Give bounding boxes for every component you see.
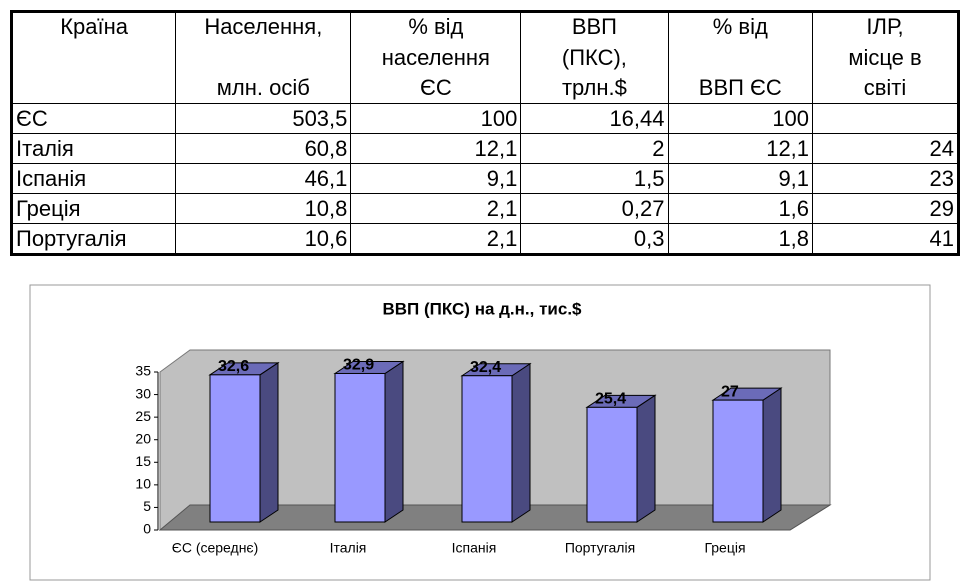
data-label: 32,4	[470, 359, 501, 376]
cell: 16,44	[520, 103, 669, 134]
y-tick-label: 5	[143, 498, 151, 514]
bar	[334, 372, 386, 523]
data-row: Іспанія 46,1 9,1 1,5 9,1 23	[10, 163, 959, 194]
header-cell: % від ВВП ЄС	[667, 11, 814, 104]
cell: 46,1	[175, 163, 352, 194]
cell: 1,8	[667, 223, 814, 255]
cell: 41	[812, 223, 959, 255]
header-line: Країна	[60, 14, 129, 39]
header-row: Країна Населення, млн. осіб % від населення Є…	[10, 11, 959, 104]
cell: 12,1	[350, 133, 522, 164]
header-line: млн. осіб	[216, 75, 310, 100]
cell: 0,27	[520, 193, 669, 224]
header-cell: ВВП (ПКС), трлн.$	[520, 11, 669, 104]
y-tick-label: 20	[135, 430, 151, 446]
cell: 1,5	[520, 163, 669, 194]
cell: 100	[667, 103, 814, 134]
bar-side	[511, 362, 531, 523]
chart-title: ВВП (ПКС) на д.н., тис.$	[383, 299, 583, 318]
data-row: ЄС 503,5 100 16,44 100	[10, 103, 959, 134]
bar	[586, 406, 638, 523]
cell: 503,5	[175, 103, 352, 134]
header-line: ІЛР,	[866, 14, 904, 39]
header-line: населення	[381, 44, 490, 70]
bar-side	[259, 361, 279, 523]
header-line: світі	[863, 75, 907, 100]
x-tick-label: Італія	[330, 540, 367, 556]
header-line: % від	[712, 14, 768, 39]
bar	[712, 399, 764, 523]
header-line: ВВП ЄС	[698, 75, 782, 100]
header-lines: ВВП (ПКС), трлн.$	[524, 13, 664, 101]
header-cell: Населення, млн. осіб	[175, 11, 352, 104]
header-cell: ІЛР, місце в світі	[812, 11, 959, 104]
header-line: % від	[408, 14, 464, 39]
bar	[209, 374, 261, 523]
header-line: ЄС	[420, 75, 452, 100]
header-lines: Населення, млн. осіб	[179, 13, 347, 101]
cell: 29	[812, 193, 959, 224]
x-tick-label: Греція	[704, 540, 745, 556]
cell: 0,3	[520, 223, 669, 255]
cell: Греція	[10, 193, 177, 224]
cell: 24	[812, 133, 959, 164]
data-row: Італія 60,8 12,1 2 12,1 24	[10, 133, 959, 164]
bar-side	[384, 360, 404, 523]
header-line: ВВП	[571, 14, 617, 39]
data-label: 32,9	[343, 357, 374, 374]
cell: Португалія	[10, 223, 177, 255]
header-lines: % від ВВП ЄС	[672, 13, 810, 101]
bar	[461, 375, 513, 523]
header-line: трлн.$	[561, 75, 627, 100]
x-tick-label: ЄС (середнє)	[172, 540, 258, 556]
y-tick-label: 25	[135, 408, 151, 424]
data-table: Країна Населення, млн. осіб % від населення Є…	[10, 10, 960, 256]
data-label: 27	[721, 383, 739, 400]
header-cell: % від населення ЄС	[350, 11, 522, 104]
cell: 100	[350, 103, 522, 134]
x-tick-label: Португалія	[565, 540, 635, 556]
cell: 10,6	[175, 223, 352, 255]
data-row: Португалія 10,6 2,1 0,3 1,8 41	[10, 223, 959, 255]
cell: 60,8	[175, 133, 352, 164]
cell: Італія	[10, 133, 177, 164]
data-label: 32,6	[218, 358, 249, 375]
y-tick-label: 15	[135, 453, 151, 469]
cell	[812, 103, 959, 134]
cell: 2,1	[350, 193, 522, 224]
y-tick-label: 0	[143, 521, 151, 537]
bar-side	[762, 387, 782, 523]
y-tick-label: 30	[135, 385, 151, 401]
x-tick-label: Іспанія	[452, 540, 497, 556]
header-line: місце в	[848, 44, 922, 70]
header-line: Населення,	[204, 14, 323, 39]
cell: 12,1	[667, 133, 814, 164]
y-tick-label: 35	[135, 363, 151, 379]
y-tick-label: 10	[135, 476, 151, 492]
header-line: (ПКС),	[561, 44, 627, 70]
data-row: Греція 10,8 2,1 0,27 1,6 29	[10, 193, 959, 224]
bar-side	[636, 394, 656, 523]
data-label: 25,4	[595, 391, 626, 408]
header-lines: % від населення ЄС	[354, 13, 517, 101]
header-lines: ІЛР, місце в світі	[816, 13, 954, 101]
header-lines: Країна	[16, 13, 172, 101]
